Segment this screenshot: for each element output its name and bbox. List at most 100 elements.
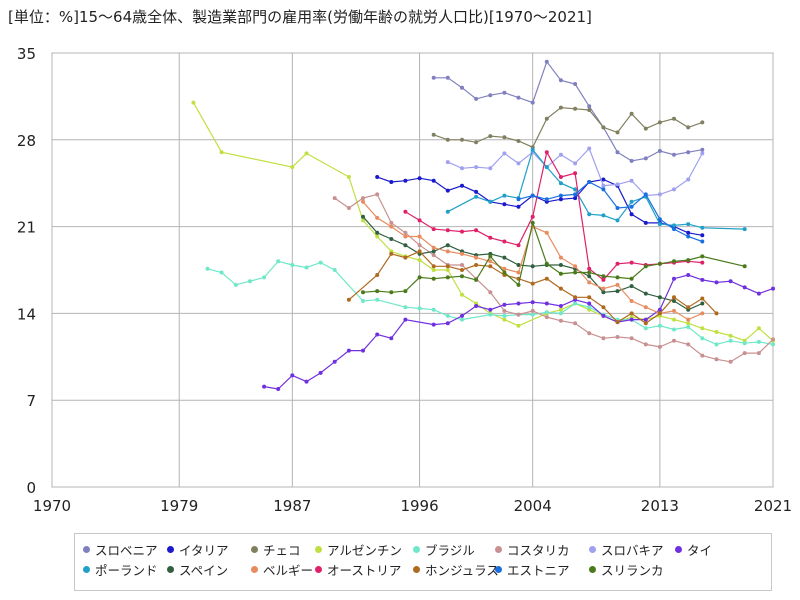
data-point <box>488 134 493 139</box>
data-point <box>686 177 691 182</box>
data-point <box>516 197 521 202</box>
data-point <box>445 137 450 142</box>
data-point <box>558 271 563 276</box>
data-point <box>700 301 705 306</box>
data-point <box>573 171 578 176</box>
data-point <box>191 100 196 105</box>
data-point <box>756 351 761 356</box>
series-line <box>433 106 703 148</box>
data-point <box>573 295 578 300</box>
legend-marker <box>167 546 174 553</box>
data-point <box>771 337 775 342</box>
data-point <box>615 275 620 280</box>
data-point <box>544 197 549 202</box>
data-point <box>389 251 394 256</box>
data-point <box>686 305 691 310</box>
data-point <box>474 165 479 170</box>
x-tick-label: 2021 <box>754 497 792 515</box>
data-point <box>672 317 676 322</box>
series-line <box>518 181 703 243</box>
data-point <box>304 379 309 384</box>
data-point <box>629 284 634 289</box>
data-point <box>742 341 747 346</box>
x-tick-label: 1979 <box>160 497 198 515</box>
data-point <box>502 302 507 307</box>
y-tick-label: 21 <box>17 219 36 237</box>
data-point <box>714 280 719 285</box>
series-line <box>362 220 745 293</box>
data-point <box>643 192 648 197</box>
data-point <box>558 175 563 179</box>
data-point <box>544 310 549 315</box>
data-point <box>530 214 535 219</box>
x-tick-label: 2004 <box>514 497 552 515</box>
data-point <box>262 275 267 280</box>
series-line <box>334 193 774 363</box>
series-line <box>192 102 774 342</box>
data-point <box>474 194 479 199</box>
data-point <box>573 161 578 166</box>
legend-marker <box>251 546 258 553</box>
data-point <box>219 270 224 275</box>
legend-item: スペイン <box>167 560 228 579</box>
data-point <box>629 212 634 217</box>
data-point <box>516 161 521 166</box>
data-point <box>672 327 676 332</box>
legend-marker <box>495 546 502 553</box>
data-point <box>403 305 408 310</box>
data-point <box>700 239 705 244</box>
data-point <box>445 313 450 318</box>
data-point <box>417 249 422 254</box>
data-point <box>601 274 606 279</box>
data-point <box>431 253 436 258</box>
data-point <box>431 227 436 232</box>
data-point <box>445 209 450 214</box>
legend-label: コスタリカ <box>507 543 570 558</box>
data-point <box>587 104 592 109</box>
data-point <box>488 166 493 171</box>
data-point <box>601 213 606 218</box>
data-point <box>601 177 606 182</box>
data-point <box>488 235 493 240</box>
data-point <box>587 146 592 151</box>
data-point <box>276 387 281 391</box>
data-point <box>417 218 422 223</box>
data-point <box>488 307 493 312</box>
data-point <box>530 193 535 198</box>
data-point <box>657 217 662 222</box>
data-point <box>629 204 634 209</box>
legend-marker <box>83 546 90 553</box>
data-point <box>488 259 493 264</box>
data-point <box>629 336 634 341</box>
series-line <box>405 150 703 281</box>
data-point <box>587 274 592 279</box>
data-point <box>558 263 563 267</box>
data-point <box>558 78 563 83</box>
data-point <box>502 270 507 275</box>
legend-item: エストニア <box>495 560 570 579</box>
data-point <box>700 353 705 358</box>
data-point <box>672 299 676 303</box>
data-point <box>403 209 408 214</box>
data-point <box>700 120 705 125</box>
data-point <box>488 312 493 317</box>
data-point <box>587 331 592 336</box>
data-point <box>431 322 436 327</box>
data-point <box>686 325 691 329</box>
data-point <box>714 342 719 347</box>
data-point <box>460 166 464 171</box>
legend-label: イタリア <box>179 543 229 558</box>
legend-marker <box>83 566 90 573</box>
legend-label: スロバキア <box>601 543 664 558</box>
data-point <box>403 234 408 239</box>
data-point <box>643 156 648 161</box>
data-point <box>643 342 648 347</box>
data-point <box>672 338 676 343</box>
data-point <box>615 206 620 210</box>
data-point <box>445 264 450 269</box>
data-point <box>601 290 606 295</box>
data-point <box>587 266 592 271</box>
data-point <box>615 282 620 287</box>
data-point <box>672 187 676 192</box>
data-point <box>657 222 662 227</box>
